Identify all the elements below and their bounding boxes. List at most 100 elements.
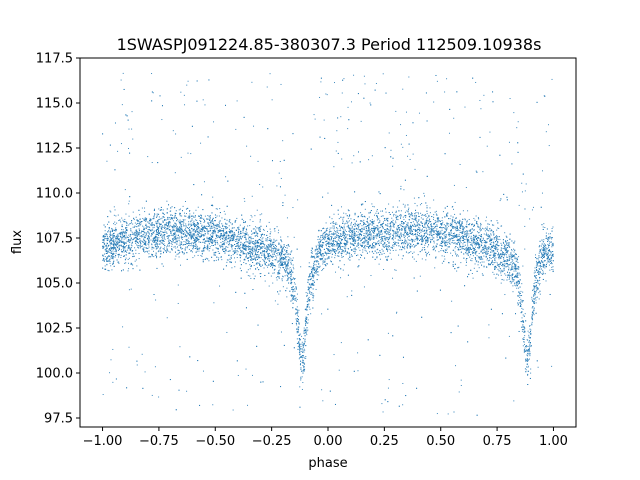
data-point — [383, 252, 385, 254]
data-point — [331, 248, 333, 250]
data-point — [453, 235, 455, 237]
data-point — [335, 231, 337, 233]
data-point — [206, 236, 208, 238]
data-point — [256, 262, 258, 264]
data-point — [303, 362, 305, 364]
data-point — [269, 240, 271, 242]
data-point — [193, 235, 195, 237]
data-point — [521, 328, 523, 330]
data-point — [174, 216, 176, 218]
data-point — [230, 222, 232, 224]
data-point — [433, 214, 435, 216]
data-point — [517, 121, 519, 123]
data-point — [195, 230, 197, 232]
data-point — [312, 296, 314, 298]
data-point — [190, 221, 192, 223]
data-point — [213, 302, 215, 304]
data-point — [448, 132, 450, 134]
data-point — [184, 232, 186, 234]
data-point — [290, 260, 292, 262]
data-point — [488, 223, 490, 225]
data-point — [330, 251, 332, 253]
data-point — [216, 247, 218, 249]
data-point — [120, 249, 122, 251]
data-point — [436, 232, 438, 234]
data-point — [188, 234, 190, 236]
data-point — [244, 258, 246, 260]
data-point — [527, 352, 528, 354]
data-point — [225, 226, 227, 228]
data-point — [490, 242, 492, 244]
data-point — [237, 244, 239, 246]
data-point — [407, 244, 409, 246]
data-point — [485, 216, 487, 218]
data-point — [480, 244, 482, 246]
data-point — [301, 376, 303, 378]
data-point — [421, 230, 423, 232]
data-point — [347, 221, 349, 223]
data-point — [341, 254, 343, 256]
data-point — [272, 242, 274, 244]
data-point — [125, 249, 127, 251]
data-point — [191, 218, 193, 220]
data-point — [170, 214, 172, 216]
data-point — [422, 235, 424, 237]
data-point — [542, 263, 544, 265]
data-point — [495, 261, 497, 263]
data-point — [448, 238, 450, 240]
data-point — [315, 272, 317, 274]
data-point — [461, 223, 463, 225]
data-point — [518, 303, 520, 305]
data-point — [434, 250, 436, 252]
data-point — [434, 220, 436, 222]
data-point — [345, 247, 347, 249]
data-point — [381, 231, 383, 233]
data-point — [171, 206, 173, 208]
data-point — [132, 233, 134, 235]
data-point — [442, 221, 444, 223]
data-point — [548, 261, 550, 263]
data-point — [296, 324, 298, 326]
data-point — [270, 250, 272, 252]
data-point — [477, 256, 479, 258]
data-point — [545, 235, 547, 237]
data-point — [482, 252, 484, 254]
data-point — [155, 220, 157, 222]
data-point — [542, 253, 544, 255]
data-point — [474, 249, 476, 251]
data-point — [405, 225, 407, 227]
data-point — [378, 263, 380, 265]
data-point — [349, 242, 351, 244]
data-point — [254, 242, 256, 244]
data-point — [470, 244, 472, 246]
data-point — [522, 308, 524, 310]
data-point — [203, 237, 205, 239]
data-point — [256, 227, 258, 229]
data-point — [245, 253, 247, 255]
data-point — [182, 244, 184, 246]
data-point — [404, 204, 406, 206]
data-point — [326, 243, 328, 245]
data-point — [392, 225, 394, 227]
data-point — [298, 351, 300, 353]
data-point — [245, 240, 247, 242]
data-point — [506, 244, 507, 246]
data-point — [245, 231, 247, 233]
data-point — [300, 343, 302, 345]
data-point — [337, 141, 339, 143]
data-point — [178, 244, 180, 246]
data-point — [152, 247, 154, 249]
data-point — [417, 222, 419, 224]
data-point — [390, 225, 392, 227]
data-point — [313, 263, 315, 265]
data-point — [527, 330, 529, 332]
data-point — [136, 265, 138, 267]
data-point — [474, 246, 476, 248]
data-point — [544, 226, 546, 228]
data-point — [138, 234, 140, 236]
data-point — [331, 222, 333, 224]
data-point — [440, 242, 442, 244]
data-point — [363, 236, 365, 238]
data-point — [397, 235, 399, 237]
